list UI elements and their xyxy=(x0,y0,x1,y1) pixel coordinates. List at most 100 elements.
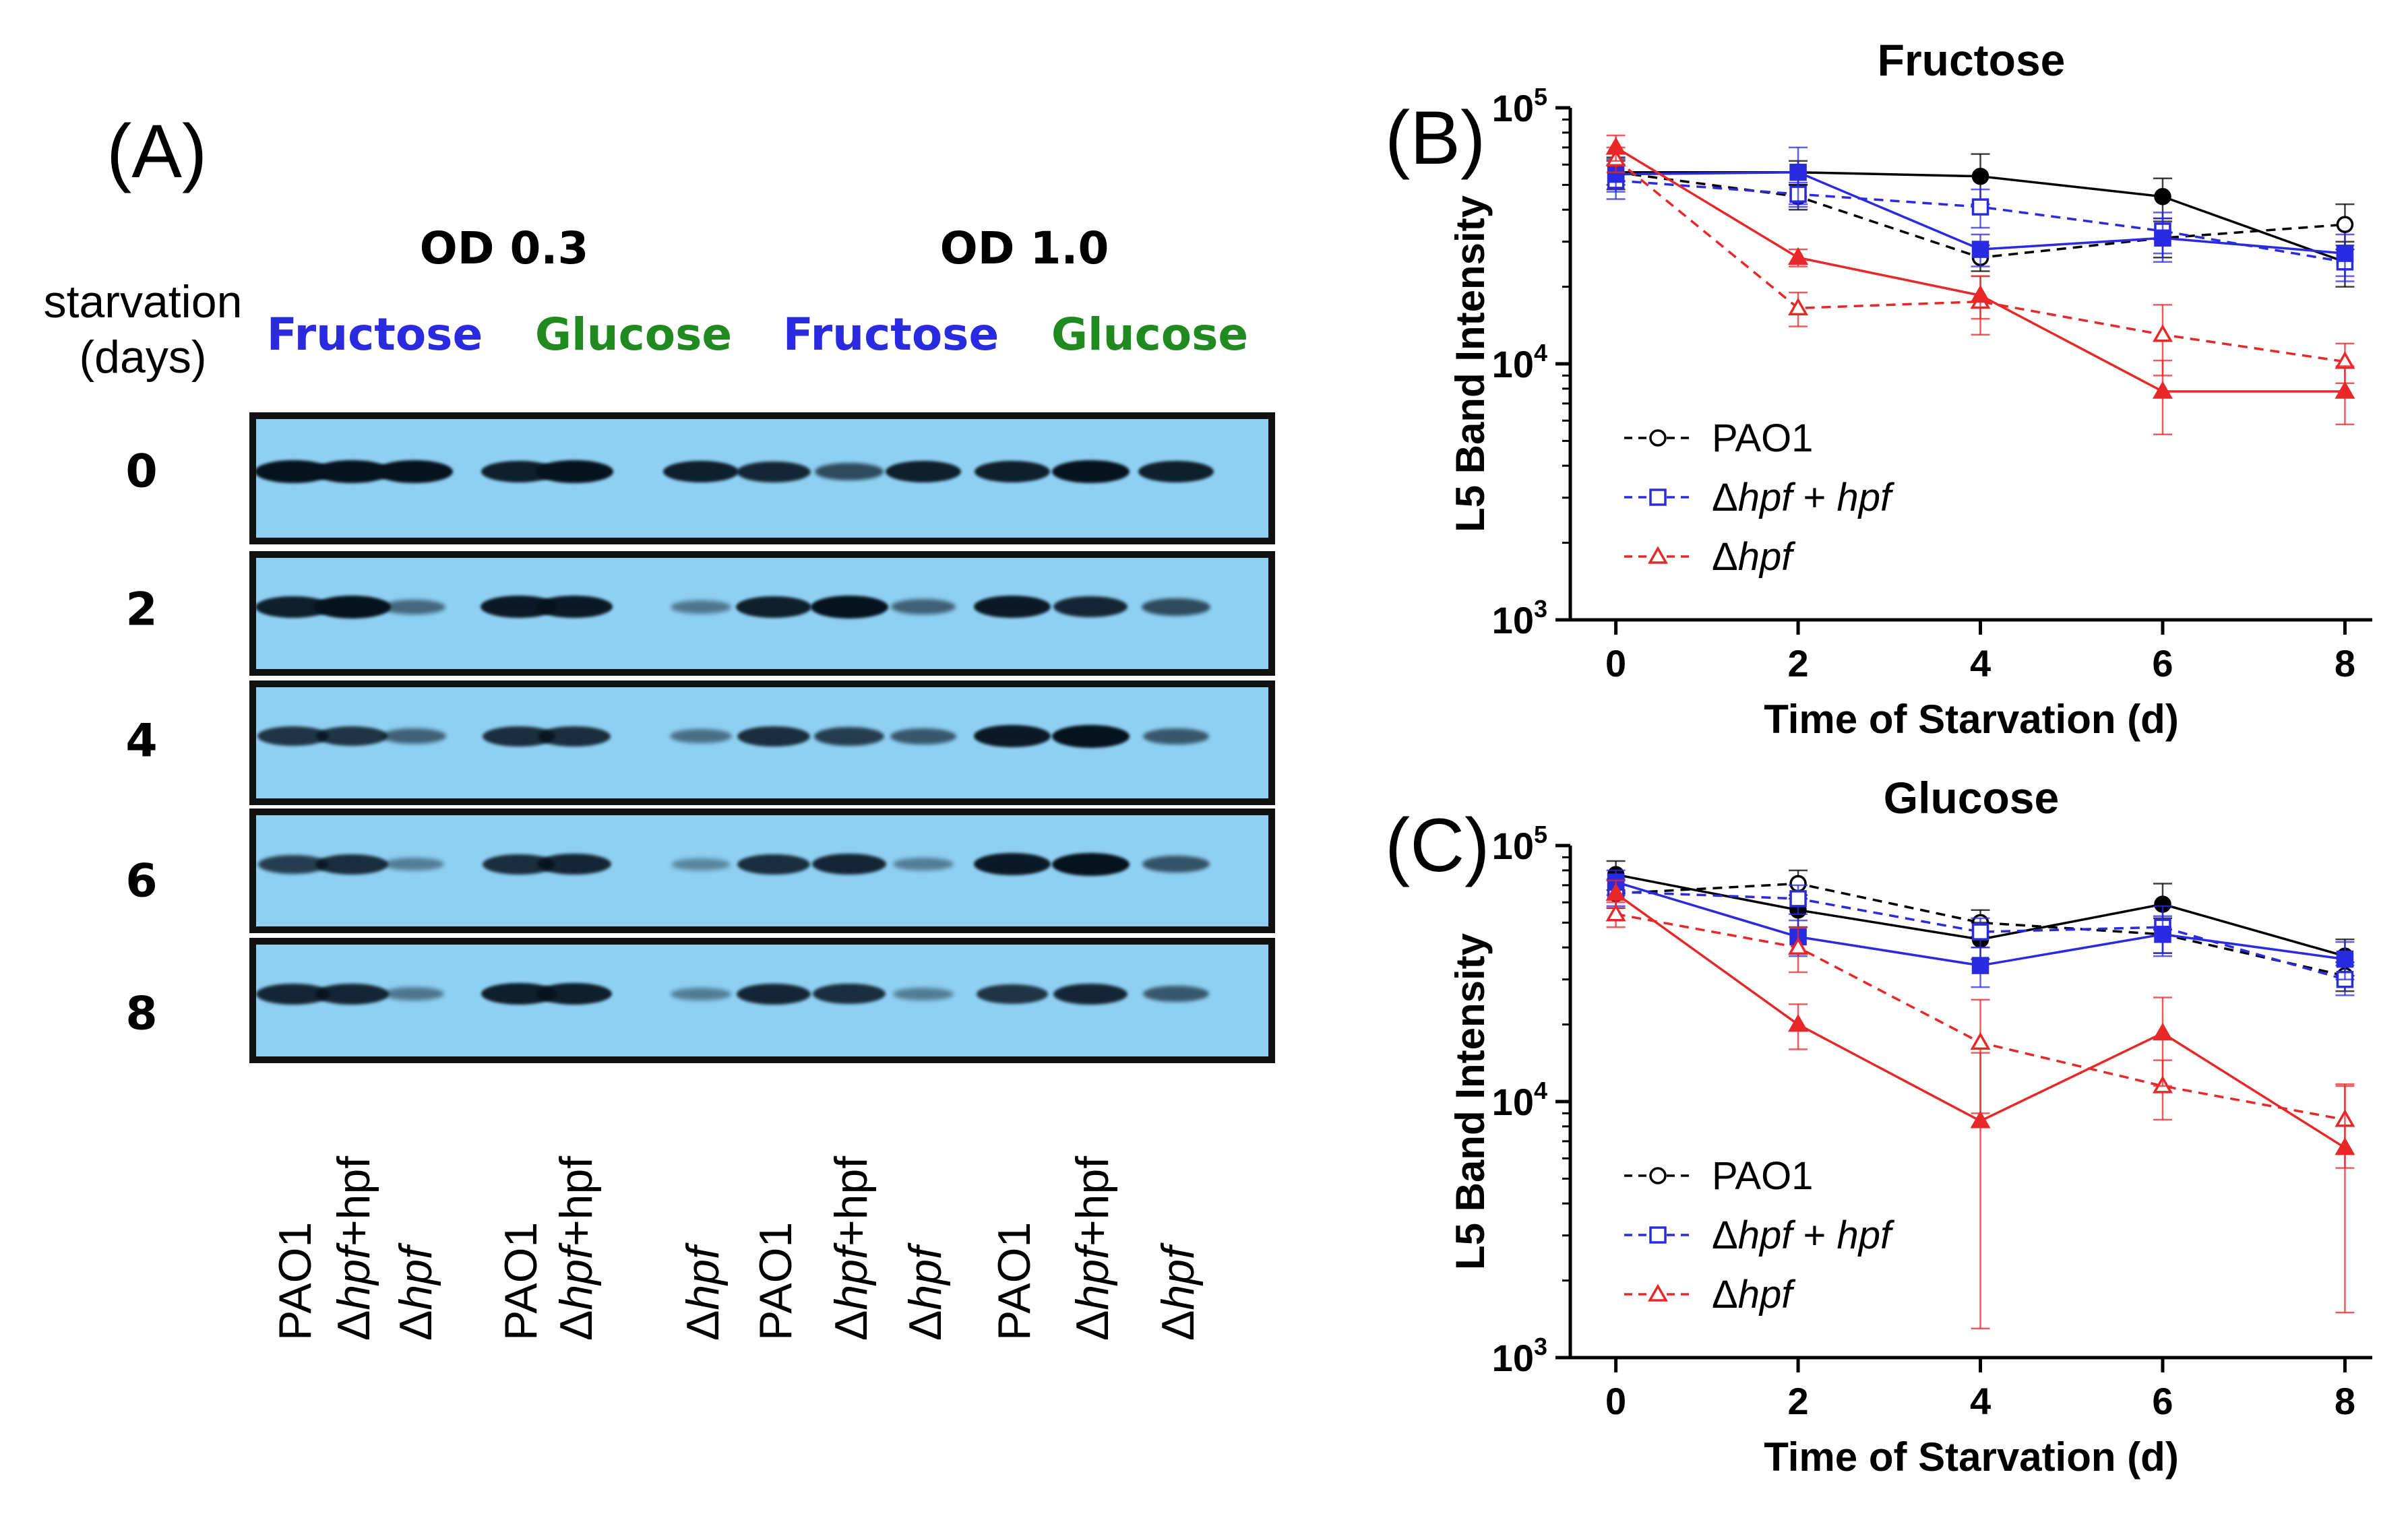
data-point-triangle xyxy=(2152,1022,2173,1041)
data-point-square xyxy=(1789,890,1807,908)
blot-band xyxy=(315,726,388,746)
data-point-square xyxy=(1649,1226,1667,1244)
blot-band xyxy=(1053,983,1128,1005)
series-line xyxy=(1615,882,2345,977)
lane-label: Δhpf xyxy=(1152,1246,1204,1341)
blot-band xyxy=(1051,460,1130,483)
x-tick-label: 2 xyxy=(1787,642,1808,685)
lane-label: Δhpf+hpf xyxy=(826,1155,877,1341)
blot-band xyxy=(383,858,444,870)
blot-band xyxy=(975,461,1050,482)
chart-fructose: Fructose 103 104 105 0 2 4 6 8 Time of Starvation… xyxy=(1448,35,2372,742)
legend-label: PAO1 xyxy=(1712,416,1813,460)
y-tick-label: 104 xyxy=(1492,339,1547,385)
blot-band xyxy=(1142,856,1210,873)
blot-band xyxy=(381,599,446,614)
lane-label: Δhpf xyxy=(900,1246,951,1341)
data-point-square xyxy=(1971,241,1989,258)
lane-label: Δhpf xyxy=(677,1246,729,1341)
lane-label: Δhpf+hpf xyxy=(1067,1155,1118,1341)
blot-band xyxy=(535,460,613,483)
blot-band xyxy=(1051,852,1130,876)
blot-band xyxy=(813,726,885,746)
carbon-label-glucose-od10: Glucose xyxy=(1051,309,1249,360)
blot-band xyxy=(810,595,888,619)
data-point-circle xyxy=(1649,1167,1667,1184)
blot-band xyxy=(737,461,811,482)
y-tick-label: 104 xyxy=(1492,1077,1547,1123)
panel-label-c: (C) xyxy=(1385,803,1490,887)
data-point-circle xyxy=(1971,167,1989,185)
x-tick-label: 0 xyxy=(1605,1380,1626,1422)
chart-title: Fructose xyxy=(1878,35,2066,85)
blot-strip-day8 xyxy=(249,938,1275,1063)
data-point-triangle xyxy=(1605,903,1626,922)
data-point-triangle xyxy=(1647,546,1669,564)
data-point-triangle xyxy=(1647,1283,1669,1302)
carbon-label-fructose-od10: Fructose xyxy=(782,309,999,360)
data-point-circle xyxy=(1649,429,1667,447)
chart-title: Glucose xyxy=(1884,773,2059,823)
blot-band xyxy=(974,853,1051,875)
legend-label: Δhpf xyxy=(1712,535,1796,579)
y-tick-label: 103 xyxy=(1492,1333,1547,1379)
blot-band xyxy=(737,854,811,875)
data-point-triangle xyxy=(1970,1032,1991,1050)
data-point-triangle xyxy=(1970,1110,1991,1129)
x-axis-label: Time of Starvation (d) xyxy=(1764,697,2179,742)
blot-band xyxy=(893,987,954,1001)
blot-band xyxy=(1143,986,1209,1002)
blot-band xyxy=(381,728,446,744)
x-tick-label: 8 xyxy=(2335,642,2355,685)
lane-label: PAO1 xyxy=(750,1222,801,1341)
blot-band xyxy=(315,983,389,1005)
lane-label: PAO1 xyxy=(989,1222,1040,1341)
legend-label: PAO1 xyxy=(1712,1154,1813,1198)
data-point-square xyxy=(1971,923,1989,941)
blot-band xyxy=(375,460,453,483)
blot-band xyxy=(536,596,613,618)
data-point-square xyxy=(2154,926,2171,943)
data-point-triangle xyxy=(1605,883,1626,901)
series-line xyxy=(1615,179,2345,263)
lane-label: Δhpf+hpf xyxy=(551,1155,602,1341)
blot-band xyxy=(671,987,731,1001)
blot-band xyxy=(974,725,1051,747)
data-point-triangle xyxy=(2335,381,2355,399)
y-tick-label: 105 xyxy=(1492,83,1547,129)
data-point-square xyxy=(1649,488,1667,506)
x-tick-label: 6 xyxy=(2152,642,2173,685)
y-axis-label: L5 Band Intensity xyxy=(1448,195,1493,532)
blot-band xyxy=(1142,598,1210,616)
data-point-triangle xyxy=(2152,324,2173,342)
blot-band xyxy=(1143,728,1209,744)
blot-band xyxy=(812,854,886,875)
blot-band xyxy=(737,983,811,1005)
data-point-triangle xyxy=(1788,937,1809,955)
blot-band xyxy=(671,858,731,870)
data-point-circle xyxy=(2336,216,2354,234)
y-tick-label: 103 xyxy=(1492,595,1547,641)
od-label-0.3: OD 0.3 xyxy=(419,222,589,274)
data-point-square xyxy=(2154,229,2171,247)
x-tick-label: 6 xyxy=(2152,1380,2173,1422)
data-point-square xyxy=(2336,245,2354,262)
carbon-label-fructose-od03: Fructose xyxy=(266,309,483,360)
data-point-triangle xyxy=(1788,297,1809,316)
starvation-label-line1: starvation xyxy=(43,276,243,327)
blot-band xyxy=(1053,596,1128,617)
blot-band xyxy=(663,461,739,482)
blot-band xyxy=(1138,461,1214,482)
x-tick-label: 0 xyxy=(1605,642,1626,685)
blot-strip-day2 xyxy=(249,551,1275,676)
data-point-triangle xyxy=(2335,1137,2355,1155)
carbon-label-glucose-od03: Glucose xyxy=(534,309,733,360)
blot-band xyxy=(669,729,733,743)
panel-label-a: (A) xyxy=(106,109,208,193)
blot-band xyxy=(890,599,956,614)
chart-glucose: Glucose 103 104 105 0 2 4 6 8 Time of Starvation … xyxy=(1448,773,2372,1480)
blot-band xyxy=(670,600,732,614)
starvation-label-line2: (days) xyxy=(79,331,207,383)
legend-label: Δhpf xyxy=(1712,1273,1796,1317)
blot-band xyxy=(383,987,445,1001)
